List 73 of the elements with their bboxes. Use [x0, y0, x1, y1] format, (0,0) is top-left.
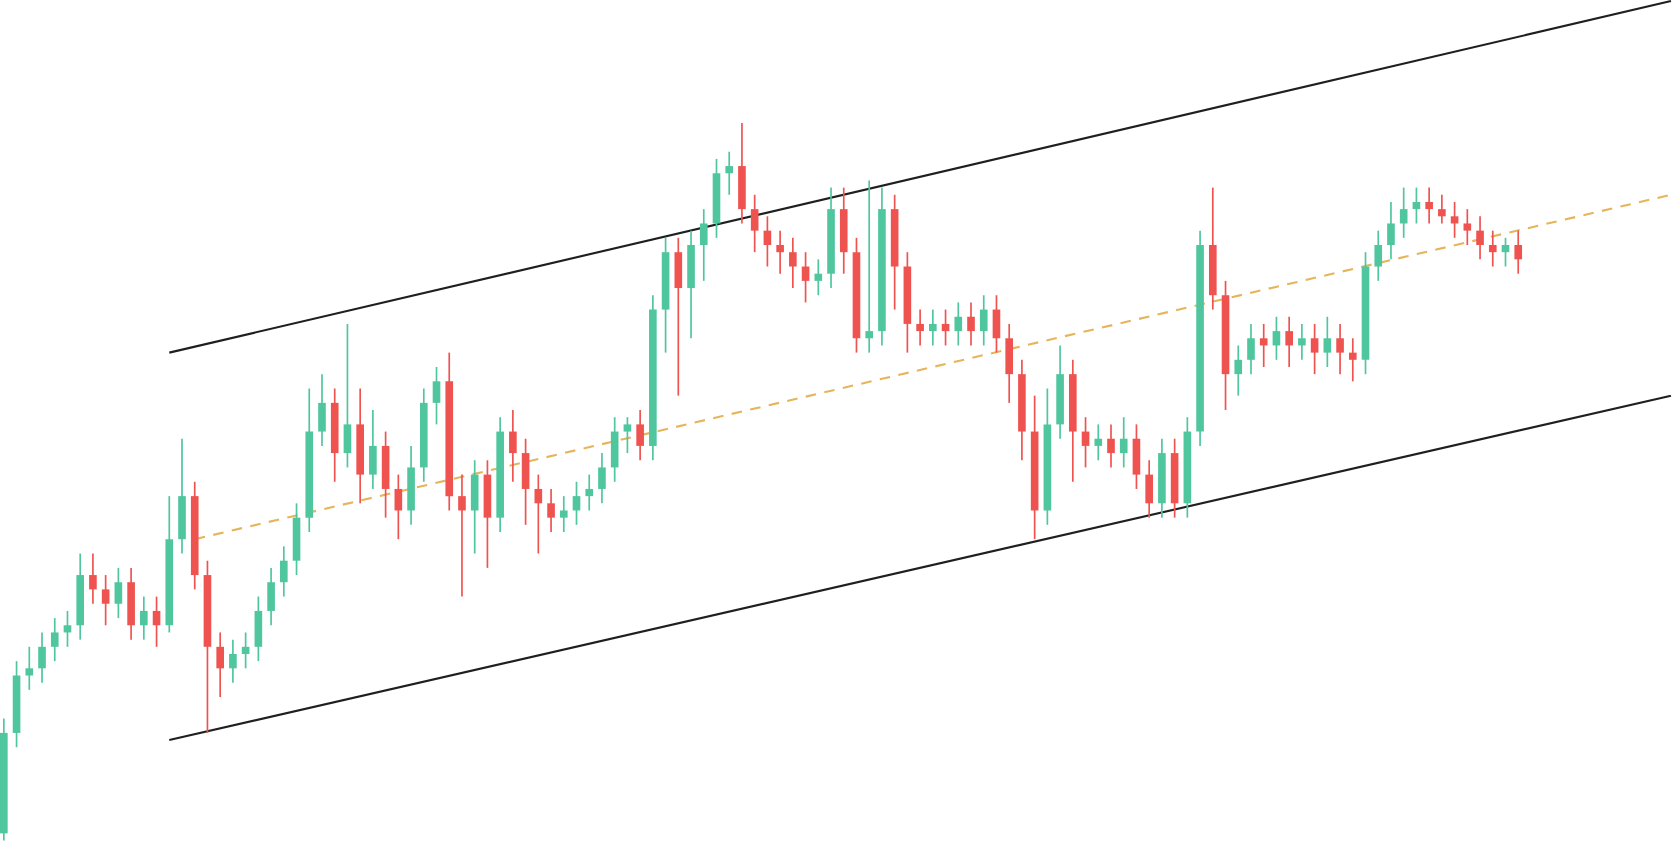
candlestick — [598, 452, 606, 505]
candlestick — [267, 567, 275, 627]
candlestick — [1247, 323, 1255, 376]
candlestick — [432, 366, 441, 426]
candlestick — [1145, 459, 1153, 519]
candlestick — [292, 502, 301, 577]
candlestick — [1348, 337, 1357, 383]
candlestick — [1107, 423, 1115, 469]
candlestick — [954, 301, 963, 347]
candlestick — [38, 631, 46, 684]
candlestick — [814, 258, 823, 297]
candlestick — [585, 474, 594, 512]
candlestick — [483, 459, 492, 570]
candlestick — [929, 309, 937, 347]
candlestick — [1463, 208, 1472, 247]
candlestick — [178, 438, 186, 555]
candlestick — [979, 294, 988, 347]
candlestick — [1234, 344, 1243, 397]
candlestick — [254, 596, 263, 663]
candlestick — [623, 416, 632, 455]
candlestick — [470, 459, 479, 555]
candlestick — [750, 194, 759, 254]
candlestick — [1259, 323, 1268, 369]
candlestick — [1476, 215, 1484, 261]
candlestick — [1425, 187, 1433, 225]
candlestick — [1399, 187, 1408, 239]
candlestick — [725, 151, 734, 196]
candlestick — [407, 445, 415, 526]
candlestick — [687, 230, 695, 340]
candlestick — [229, 639, 237, 684]
candlestick — [1094, 423, 1103, 462]
candlestick — [738, 122, 746, 225]
candlestick — [318, 373, 326, 448]
candlestick — [1488, 230, 1497, 268]
candlestick — [1119, 416, 1128, 469]
candlestick — [509, 409, 517, 483]
candlestick — [127, 567, 135, 641]
candlestick — [967, 301, 975, 347]
candlestick — [1438, 194, 1446, 225]
candlestick — [280, 545, 288, 598]
candlestick — [1387, 201, 1395, 261]
candlestick — [101, 574, 110, 627]
candlestick — [916, 309, 924, 347]
candlestick — [789, 237, 797, 290]
candlestick — [636, 409, 644, 462]
candlestick — [140, 596, 148, 641]
candlestick — [394, 474, 403, 541]
candlestick — [559, 495, 568, 534]
candlestick — [458, 474, 466, 598]
candlestick — [839, 187, 848, 275]
candlestick — [216, 631, 224, 699]
candlestick — [699, 208, 708, 283]
candlestick — [547, 488, 555, 534]
candlestick — [674, 237, 683, 397]
candlestick — [381, 431, 390, 519]
candlestick — [1374, 230, 1383, 283]
candlestick — [1132, 423, 1141, 491]
candlestick — [865, 179, 874, 354]
candlestick — [1323, 316, 1332, 369]
candlestick — [1285, 316, 1293, 369]
candlestick — [369, 409, 377, 491]
candlestick — [1005, 323, 1013, 405]
candlestick — [776, 230, 784, 275]
candlestick — [1298, 323, 1306, 361]
candlestick — [1514, 230, 1523, 275]
candlestick — [50, 617, 59, 663]
candlestick — [114, 567, 123, 620]
candlestick — [1336, 323, 1344, 376]
candlestick — [521, 438, 530, 526]
candlestick — [1310, 323, 1319, 376]
candlestick — [89, 552, 97, 605]
candlestick — [25, 646, 34, 692]
candlestick — [343, 323, 352, 469]
